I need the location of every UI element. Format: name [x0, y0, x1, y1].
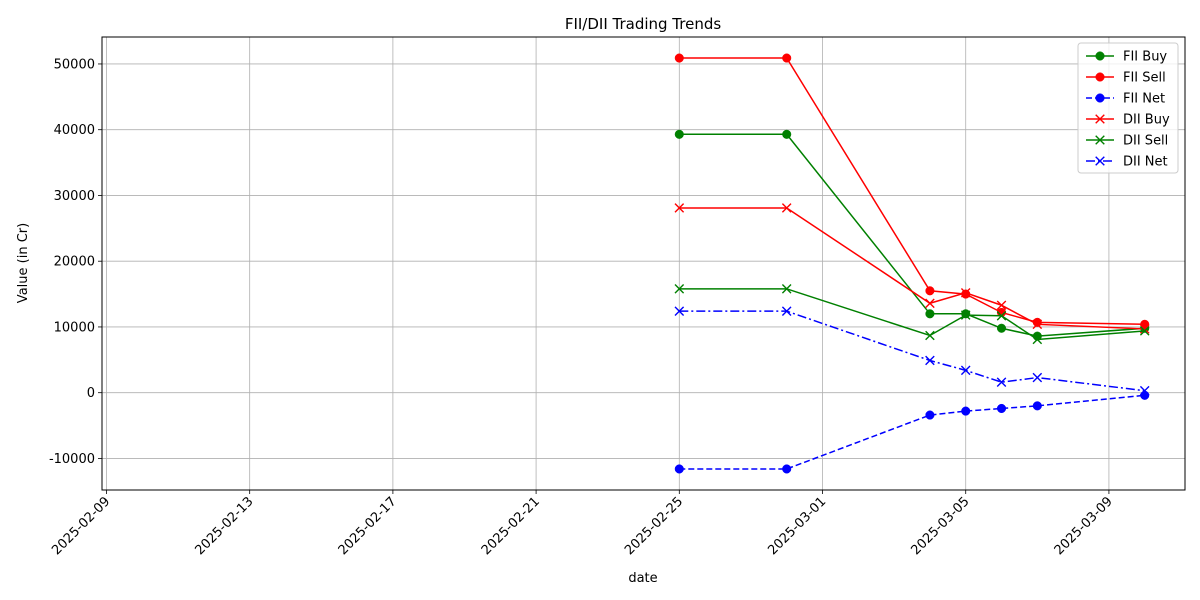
x-tick-label: 2025-02-17 — [336, 494, 400, 558]
data-point-fii-net — [674, 464, 684, 474]
plot-frame — [101, 36, 1186, 491]
data-point-fii-sell — [674, 53, 684, 63]
x-tick-label: 2025-02-21 — [479, 494, 543, 558]
data-point-dii-sell — [925, 330, 935, 341]
legend-item-fii-sell: FII Sell — [1086, 71, 1166, 86]
data-point-dii-net — [1139, 385, 1150, 396]
x-tick-label: 2025-02-25 — [622, 494, 686, 558]
series-line-fii-sell — [679, 57, 1145, 326]
data-point-dii-buy — [781, 203, 792, 213]
data-point-fii-net — [996, 403, 1007, 414]
data-point-fii-buy — [925, 309, 935, 319]
series-dii-buy — [674, 203, 1150, 334]
data-point-dii-buy — [996, 300, 1007, 311]
data-point-dii-buy — [960, 287, 971, 298]
series-line-fii-buy — [679, 133, 1145, 337]
legend-item-fii-buy: FII Buy — [1086, 50, 1167, 65]
legend-label: FII Buy — [1123, 50, 1167, 65]
data-point-fii-sell — [996, 307, 1007, 318]
legend-label: DII Buy — [1123, 113, 1170, 128]
legend-item-dii-sell: DII Sell — [1086, 134, 1168, 149]
data-point-fii-net — [1032, 401, 1042, 411]
data-point-fii-buy — [782, 129, 792, 139]
x-tick-label: 2025-02-09 — [49, 494, 113, 558]
data-point-dii-net — [674, 306, 685, 316]
legend-marker — [1095, 135, 1105, 145]
data-point-dii-net — [925, 355, 935, 366]
y-tick-label: 20000 — [54, 255, 95, 270]
legend-marker — [1095, 114, 1105, 124]
data-point-dii-net — [960, 365, 971, 376]
legend-marker — [1095, 51, 1105, 61]
data-point-dii-buy — [674, 203, 685, 213]
series-layer — [674, 53, 1150, 474]
y-tick-label: 30000 — [54, 189, 95, 204]
y-tick-label: 0 — [87, 386, 95, 401]
data-point-dii-sell — [996, 310, 1007, 321]
x-axis-label: date — [628, 571, 657, 586]
series-line-fii-net — [679, 394, 1145, 470]
chart-title: FII/DII Trading Trends — [565, 15, 722, 33]
legend-label: DII Net — [1123, 155, 1168, 170]
data-point-fii-net — [1140, 390, 1150, 400]
series-fii-net — [674, 390, 1150, 474]
data-point-dii-buy — [1032, 319, 1043, 330]
data-point-dii-net — [1032, 372, 1043, 383]
x-tick-label: 2025-03-01 — [765, 494, 829, 558]
series-line-dii-sell — [679, 288, 1145, 341]
legend-label: FII Sell — [1123, 71, 1166, 86]
series-dii-net — [674, 306, 1150, 396]
x-tick-label: 2025-03-05 — [909, 494, 973, 558]
legend-marker — [1095, 93, 1105, 103]
x-tick-label: 2025-03-09 — [1052, 494, 1116, 558]
series-fii-sell — [674, 53, 1150, 329]
x-tick-label: 2025-02-13 — [192, 494, 256, 558]
data-point-fii-net — [782, 464, 792, 474]
data-point-dii-sell — [781, 284, 792, 294]
y-tick-label: -10000 — [49, 452, 95, 467]
data-point-fii-buy — [674, 129, 684, 139]
data-point-dii-buy — [925, 298, 935, 309]
data-point-dii-sell — [960, 310, 971, 320]
legend-marker — [1095, 72, 1105, 82]
data-point-fii-sell — [925, 286, 935, 296]
data-point-dii-sell — [1139, 326, 1150, 336]
y-axis-label: Value (in Cr) — [16, 223, 31, 303]
data-point-fii-sell — [782, 53, 792, 63]
legend-item-fii-net: FII Net — [1086, 92, 1165, 107]
data-point-fii-net — [961, 406, 971, 416]
legend-label: FII Net — [1123, 92, 1165, 107]
series-dii-sell — [674, 284, 1150, 345]
y-tick-label: 50000 — [54, 57, 95, 72]
y-tick-label: 40000 — [54, 123, 95, 138]
data-point-dii-sell — [674, 284, 685, 294]
data-point-fii-net — [925, 410, 935, 420]
axis-ticks: 2025-02-09 2025-02-13 2025-02-17 2025-02-21… — [49, 57, 1116, 558]
data-point-dii-sell — [1032, 334, 1043, 345]
legend-label: DII Sell — [1123, 134, 1168, 149]
data-point-dii-net — [996, 377, 1007, 387]
legend-item-dii-buy: DII Buy — [1086, 113, 1170, 128]
y-tick-label: 10000 — [54, 320, 95, 335]
data-point-fii-buy — [996, 323, 1007, 333]
legend: FII Buy FII Sell FII Net DII Buy DII Sell DII… — [1077, 42, 1179, 174]
legend-marker — [1095, 156, 1105, 166]
grid — [102, 37, 1185, 490]
data-point-dii-net — [781, 306, 792, 316]
legend-item-dii-net: DII Net — [1086, 155, 1168, 170]
